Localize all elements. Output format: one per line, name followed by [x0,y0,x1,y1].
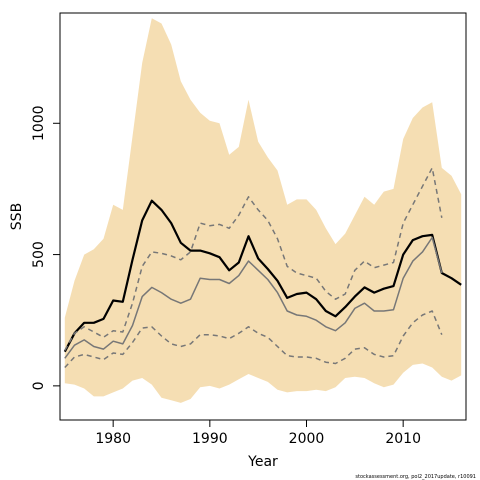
y-tick-label: 0 [31,381,47,390]
y-tick-label: 1000 [31,105,47,141]
x-tick-label: 2010 [385,431,421,447]
series-lines-layer [63,167,462,369]
y-axis-title: SSB [9,203,25,230]
x-tick-label: 1980 [95,431,131,447]
ssb-alt-bound-line-1 [64,167,443,351]
source-footnote: stockassessment.org, pol2_2017update, r1… [355,474,476,480]
confidence-band [64,18,462,403]
x-tick-label: 2000 [289,431,325,447]
ssb-alt-bound-line-2 [64,310,443,369]
ssb-estimate-line [63,199,462,353]
x-axis: 1980 1990 2000 2010 [95,419,421,447]
x-axis-title: Year [247,454,278,470]
y-tick-label: 500 [31,241,47,268]
ssb-alt-estimate-line [64,236,443,359]
x-tick-label: 1990 [192,431,228,447]
y-axis: 0 500 1000 [31,105,61,390]
confidence-band-layer [64,18,462,403]
